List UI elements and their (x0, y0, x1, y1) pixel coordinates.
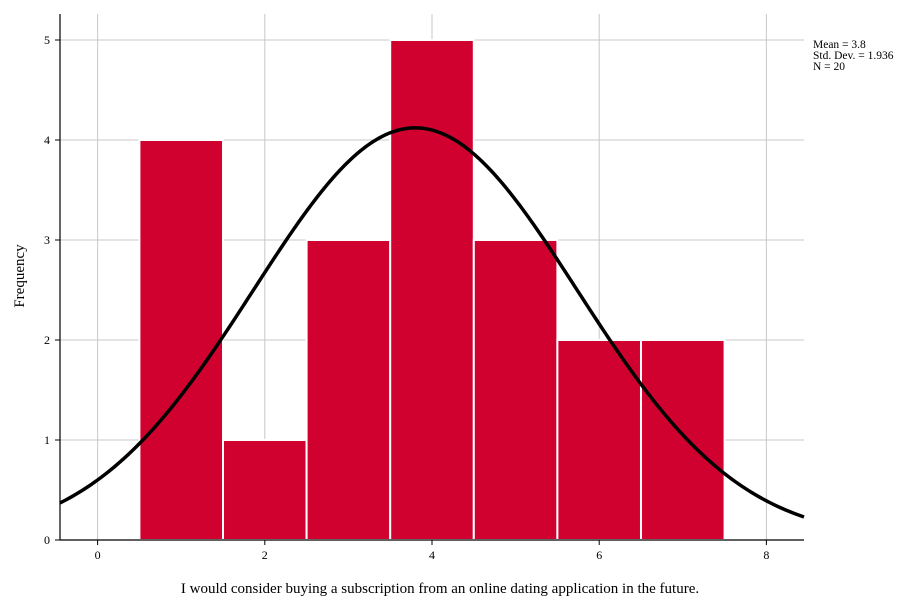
y-tick-label: 5 (44, 33, 50, 47)
tick-labels: 0 1 2 3 4 5 0 2 4 6 8 (44, 33, 769, 562)
y-tick-label: 2 (44, 333, 50, 347)
stat-n: N = 20 (813, 61, 846, 73)
stat-std-dev: Std. Dev. = 1.936 (813, 50, 894, 62)
y-tick-label: 4 (44, 133, 50, 147)
stat-mean: Mean = 3.8 (813, 39, 866, 51)
x-axis-title: I would consider buying a subscription f… (181, 581, 699, 597)
y-tick-label: 3 (44, 233, 50, 247)
histogram-bar (138, 139, 225, 541)
x-tick-label: 6 (596, 548, 602, 562)
x-tick-label: 2 (262, 548, 268, 562)
histogram-bar (639, 339, 726, 541)
x-tick-label: 0 (95, 548, 101, 562)
y-tick-label: 1 (44, 433, 50, 447)
y-axis-title: Frequency (12, 244, 28, 308)
x-tick-label: 8 (763, 548, 769, 562)
histogram-bar (472, 239, 559, 541)
histogram-bar (222, 439, 308, 541)
histogram-bars (138, 39, 726, 541)
histogram-bar (305, 239, 392, 541)
y-tick-label: 0 (44, 533, 50, 547)
normal-curve-layer (59, 126, 805, 519)
histogram-bar (556, 339, 642, 541)
axes (55, 14, 804, 545)
x-tick-label: 4 (429, 548, 435, 562)
normal-curve (59, 126, 805, 519)
histogram-bar (389, 39, 475, 541)
summary-statistics: Mean = 3.8 Std. Dev. = 1.936 N = 20 (813, 39, 894, 73)
